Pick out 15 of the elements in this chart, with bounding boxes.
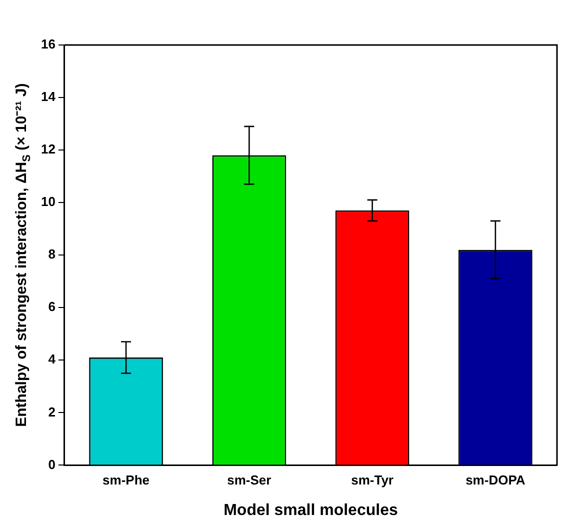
y-tick-label: 6 (48, 299, 56, 314)
x-tick-label: sm-Tyr (351, 472, 394, 488)
y-tick-label: 10 (40, 194, 56, 210)
y-tick-label: 12 (40, 142, 56, 157)
x-tick-label: sm-Ser (227, 472, 272, 488)
y-tick-label: 8 (48, 246, 56, 262)
x-axis-title: Model small molecules (224, 502, 398, 519)
y-tick-label: 14 (40, 89, 56, 104)
y-tick-label: 2 (48, 404, 56, 420)
x-tick-label: sm-DOPA (466, 472, 526, 488)
y-axis-title: Enthalpy of strongest interaction, ΔHS (× 10⁻²¹ J) (13, 83, 33, 427)
y-tick-label: 16 (40, 36, 56, 52)
y-tick-label: 4 (48, 352, 56, 367)
x-tick-label: sm-Phe (102, 472, 150, 488)
y-tick-label: 0 (48, 456, 56, 472)
